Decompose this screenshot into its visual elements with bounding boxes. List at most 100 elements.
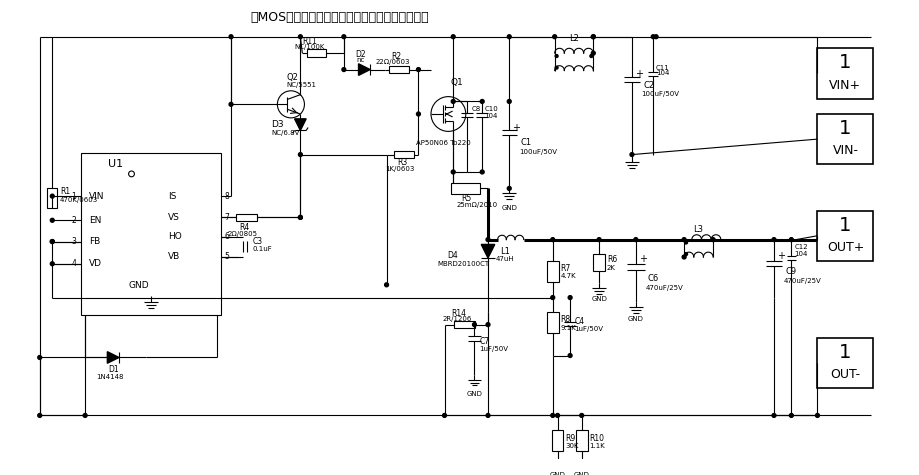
Text: OUT+: OUT+ <box>827 241 864 254</box>
Text: C3: C3 <box>253 237 263 246</box>
Text: GND: GND <box>628 316 643 322</box>
Text: HO: HO <box>168 232 182 241</box>
Text: R6: R6 <box>607 256 617 265</box>
Text: C8: C8 <box>471 106 481 112</box>
Text: VS: VS <box>168 213 180 222</box>
Circle shape <box>451 170 455 174</box>
Text: R10: R10 <box>589 434 605 443</box>
Text: 1K/0603: 1K/0603 <box>385 166 414 172</box>
Circle shape <box>591 35 596 38</box>
Text: VIN+: VIN+ <box>830 78 861 92</box>
Text: nc: nc <box>357 57 365 63</box>
Circle shape <box>550 295 555 300</box>
Circle shape <box>555 55 558 57</box>
Bar <box>594 254 605 272</box>
Text: D4: D4 <box>448 250 459 259</box>
Text: AP50N06 To220: AP50N06 To220 <box>416 140 471 146</box>
Text: GND: GND <box>467 391 482 397</box>
Circle shape <box>299 216 302 219</box>
Text: 4: 4 <box>72 259 76 268</box>
Bar <box>236 214 257 221</box>
Text: GND: GND <box>591 296 607 303</box>
Circle shape <box>416 112 420 116</box>
Bar <box>81 152 221 315</box>
Circle shape <box>550 238 555 241</box>
Bar <box>48 189 57 208</box>
Text: L1: L1 <box>501 247 510 256</box>
Text: R9: R9 <box>565 434 575 443</box>
Text: 22Ω/0603: 22Ω/0603 <box>375 59 410 65</box>
Text: 8: 8 <box>224 191 229 200</box>
Text: 9.1K: 9.1K <box>561 324 576 331</box>
Text: R4: R4 <box>240 223 250 231</box>
Circle shape <box>51 218 54 222</box>
Circle shape <box>597 238 601 241</box>
Circle shape <box>507 35 511 38</box>
Text: D2: D2 <box>355 49 366 58</box>
Circle shape <box>682 255 686 259</box>
Text: C10: C10 <box>484 106 498 112</box>
Circle shape <box>385 283 389 287</box>
Text: D3: D3 <box>271 120 284 129</box>
Circle shape <box>342 67 346 72</box>
Circle shape <box>451 99 455 104</box>
Circle shape <box>299 216 302 219</box>
Text: 当MOS采用结电容大的时候，采用三极管供电驱动: 当MOS采用结电容大的时候，采用三极管供电驱动 <box>250 11 428 24</box>
Text: D1: D1 <box>108 364 119 373</box>
Bar <box>551 430 563 451</box>
Text: 1.1K: 1.1K <box>589 443 606 449</box>
Polygon shape <box>108 352 119 363</box>
Circle shape <box>481 99 484 104</box>
Circle shape <box>772 238 776 241</box>
Circle shape <box>630 152 634 156</box>
Circle shape <box>38 355 41 360</box>
Bar <box>454 321 475 329</box>
Circle shape <box>84 414 87 418</box>
Circle shape <box>51 239 54 244</box>
Text: R5: R5 <box>461 193 471 202</box>
Circle shape <box>299 152 302 156</box>
Circle shape <box>568 295 572 300</box>
Text: NC/6.8V: NC/6.8V <box>271 130 300 136</box>
Text: 1: 1 <box>839 343 852 362</box>
Circle shape <box>555 66 558 69</box>
Text: 5: 5 <box>224 253 229 262</box>
Text: VIN: VIN <box>89 191 105 200</box>
Text: 2: 2 <box>72 216 76 225</box>
Text: 104: 104 <box>656 70 669 76</box>
Text: GND: GND <box>550 472 565 475</box>
Circle shape <box>299 35 302 38</box>
Text: 100uF/50V: 100uF/50V <box>519 149 557 155</box>
Circle shape <box>685 253 687 256</box>
Bar <box>817 48 873 98</box>
Text: VD: VD <box>89 259 102 268</box>
Text: NC/100K: NC/100K <box>295 44 325 50</box>
Circle shape <box>652 35 655 38</box>
Circle shape <box>634 238 638 241</box>
Bar <box>307 49 326 57</box>
Circle shape <box>815 414 820 418</box>
Circle shape <box>590 55 593 57</box>
Bar <box>394 151 414 159</box>
Circle shape <box>486 238 490 241</box>
Polygon shape <box>295 119 306 131</box>
Text: VIN-: VIN- <box>833 144 858 157</box>
Polygon shape <box>358 64 370 76</box>
Text: R11: R11 <box>302 37 317 46</box>
Text: 1uF/50V: 1uF/50V <box>574 326 603 332</box>
Text: R7: R7 <box>561 264 571 273</box>
Text: 6: 6 <box>224 232 229 241</box>
Circle shape <box>711 238 715 241</box>
Text: R1: R1 <box>60 187 70 196</box>
Circle shape <box>552 35 557 38</box>
Text: EN: EN <box>89 216 101 225</box>
Text: 47uH: 47uH <box>496 256 515 262</box>
Text: Q2: Q2 <box>286 73 298 82</box>
Circle shape <box>451 35 455 38</box>
Circle shape <box>507 99 511 104</box>
Bar <box>576 430 587 451</box>
Text: L3: L3 <box>694 226 704 235</box>
Circle shape <box>486 323 490 326</box>
Circle shape <box>550 414 555 418</box>
Circle shape <box>481 170 484 174</box>
